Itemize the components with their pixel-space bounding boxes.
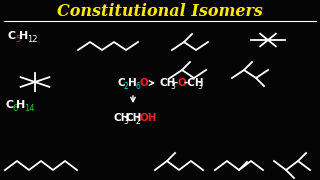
Text: 2: 2 bbox=[124, 82, 129, 91]
Text: CH: CH bbox=[113, 113, 129, 123]
Text: O: O bbox=[139, 78, 148, 88]
Text: 3: 3 bbox=[170, 82, 175, 91]
Text: 14: 14 bbox=[24, 103, 35, 112]
Text: -CH: -CH bbox=[184, 78, 204, 88]
Text: OH: OH bbox=[139, 113, 156, 123]
Text: 3: 3 bbox=[197, 82, 202, 91]
Text: H: H bbox=[19, 31, 28, 41]
Text: C: C bbox=[8, 31, 16, 41]
Text: C: C bbox=[5, 100, 13, 110]
Text: -: - bbox=[173, 78, 177, 88]
Text: 5: 5 bbox=[15, 35, 20, 44]
Text: 3: 3 bbox=[123, 116, 128, 125]
Text: H: H bbox=[16, 100, 25, 110]
Text: Constitutional Isomers: Constitutional Isomers bbox=[57, 3, 263, 19]
Text: 6: 6 bbox=[12, 103, 17, 112]
Text: C: C bbox=[118, 78, 126, 88]
Text: O: O bbox=[177, 78, 186, 88]
Text: 12: 12 bbox=[27, 35, 37, 44]
Text: H: H bbox=[128, 78, 137, 88]
Text: 2: 2 bbox=[136, 116, 141, 125]
Text: CH: CH bbox=[126, 113, 142, 123]
Text: 6: 6 bbox=[135, 82, 140, 91]
Text: CH: CH bbox=[160, 78, 176, 88]
